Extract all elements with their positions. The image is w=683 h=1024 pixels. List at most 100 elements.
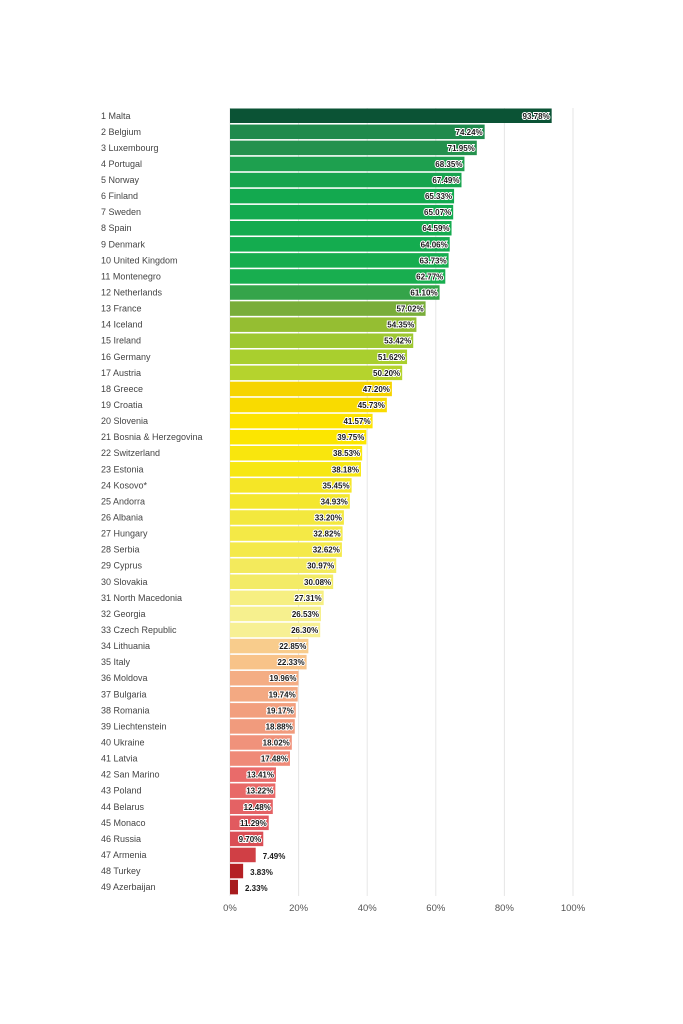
- value-label: 50.20%: [373, 369, 400, 378]
- value-label: 51.62%: [378, 353, 405, 362]
- value-label: 93.78%: [523, 112, 550, 121]
- bar: [230, 478, 352, 493]
- category-label: 17 Austria: [101, 368, 141, 378]
- bar: [230, 510, 344, 525]
- value-label: 32.82%: [313, 530, 340, 539]
- bar: [230, 204, 454, 220]
- value-label: 7.49%: [263, 852, 286, 861]
- value-label: 41.57%: [343, 417, 370, 426]
- bar: [230, 526, 343, 541]
- category-label: 13 France: [101, 304, 142, 314]
- category-label: 39 Liechtenstein: [101, 721, 167, 731]
- bar: [230, 301, 426, 316]
- value-label: 57.02%: [396, 305, 423, 314]
- category-label: 14 Iceland: [101, 320, 143, 330]
- x-tick-label: 40%: [358, 903, 378, 914]
- value-label: 64.59%: [422, 224, 449, 233]
- value-label: 13.41%: [247, 771, 274, 780]
- bar: [230, 413, 373, 429]
- bar: [230, 638, 309, 654]
- bars: [230, 108, 552, 895]
- bar: [230, 542, 342, 557]
- bar: [230, 735, 292, 750]
- value-label: 19.96%: [269, 674, 296, 683]
- category-label: 32 Georgia: [101, 609, 146, 619]
- category-label: 20 Slovenia: [101, 416, 148, 426]
- category-label: 33 Czech Republic: [101, 625, 177, 635]
- value-label: 64.06%: [421, 240, 448, 249]
- category-label: 7 Sweden: [101, 207, 141, 217]
- category-label: 3 Luxembourg: [101, 143, 159, 153]
- category-label: 45 Monaco: [101, 818, 146, 828]
- bar: [230, 703, 296, 718]
- value-label: 22.85%: [279, 642, 306, 651]
- value-label: 26.30%: [291, 626, 318, 635]
- category-label: 40 Ukraine: [101, 737, 145, 747]
- value-labels: 93.78% 74.24% 71.95% 68.35% 67.49% 65.33% 65.0…: [238, 111, 551, 893]
- bar: [230, 783, 276, 798]
- category-label: 22 Switzerland: [101, 448, 160, 458]
- value-label: 63.73%: [419, 256, 446, 265]
- value-label: 65.33%: [425, 192, 452, 201]
- bar: [230, 156, 465, 172]
- bar: [230, 317, 417, 332]
- category-label: 29 Cyprus: [101, 561, 143, 571]
- bar: [230, 220, 452, 236]
- value-label: 13.22%: [246, 787, 273, 796]
- value-label: 30.08%: [304, 578, 331, 587]
- category-label: 16 Germany: [101, 352, 151, 362]
- bar: [230, 349, 408, 365]
- value-label: 34.93%: [321, 497, 348, 506]
- category-label: 21 Bosnia & Herzegovina: [101, 432, 203, 442]
- bar: [230, 285, 440, 300]
- bar: [230, 381, 392, 397]
- value-label: 38.18%: [332, 465, 359, 474]
- category-label: 31 North Macedonia: [101, 593, 182, 603]
- category-label: 37 Bulgaria: [101, 689, 147, 699]
- category-label: 46 Russia: [101, 834, 141, 844]
- bar: [230, 670, 299, 686]
- category-label: 42 San Marino: [101, 770, 160, 780]
- category-label: 36 Moldova: [101, 673, 148, 683]
- x-tick-label: 100%: [561, 903, 586, 914]
- value-label: 35.45%: [322, 481, 349, 490]
- category-labels: 1 Malta 2 Belgium 3 Luxembourg 4 Portugal 5 …: [101, 111, 203, 892]
- bar: [230, 687, 298, 702]
- bar: [230, 799, 273, 815]
- category-label: 28 Serbia: [101, 545, 140, 555]
- bar: [230, 815, 269, 831]
- bar: [230, 333, 414, 348]
- bar: [230, 108, 552, 123]
- bar: [230, 269, 446, 284]
- bar: [230, 767, 276, 782]
- category-label: 44 Belarus: [101, 802, 145, 812]
- category-label: 35 Italy: [101, 657, 131, 667]
- category-label: 5 Norway: [101, 175, 140, 185]
- value-label: 71.95%: [448, 144, 475, 153]
- bar: [230, 590, 324, 606]
- bar: [230, 429, 367, 445]
- bar: [230, 719, 295, 734]
- value-label: 19.17%: [267, 706, 294, 715]
- category-label: 26 Albania: [101, 513, 143, 523]
- category-label: 19 Croatia: [101, 400, 143, 410]
- value-label: 68.35%: [435, 160, 462, 169]
- value-label: 33.20%: [315, 514, 342, 523]
- x-tick-label: 60%: [426, 903, 446, 914]
- value-label: 61.10%: [410, 289, 437, 298]
- value-label: 47.20%: [363, 385, 390, 394]
- value-label: 12.48%: [244, 803, 271, 812]
- bar: [230, 606, 321, 622]
- category-label: 11 Montenegro: [101, 271, 161, 281]
- value-label: 18.02%: [263, 738, 290, 747]
- category-label: 47 Armenia: [101, 850, 147, 860]
- bar: [230, 124, 485, 140]
- category-label: 23 Estonia: [101, 464, 144, 474]
- bar: [230, 654, 307, 670]
- value-label: 32.62%: [313, 546, 340, 555]
- value-label: 39.75%: [337, 433, 364, 442]
- bar: [230, 237, 450, 252]
- category-label: 34 Lithuania: [101, 641, 150, 651]
- x-tick-label: 0%: [223, 903, 237, 914]
